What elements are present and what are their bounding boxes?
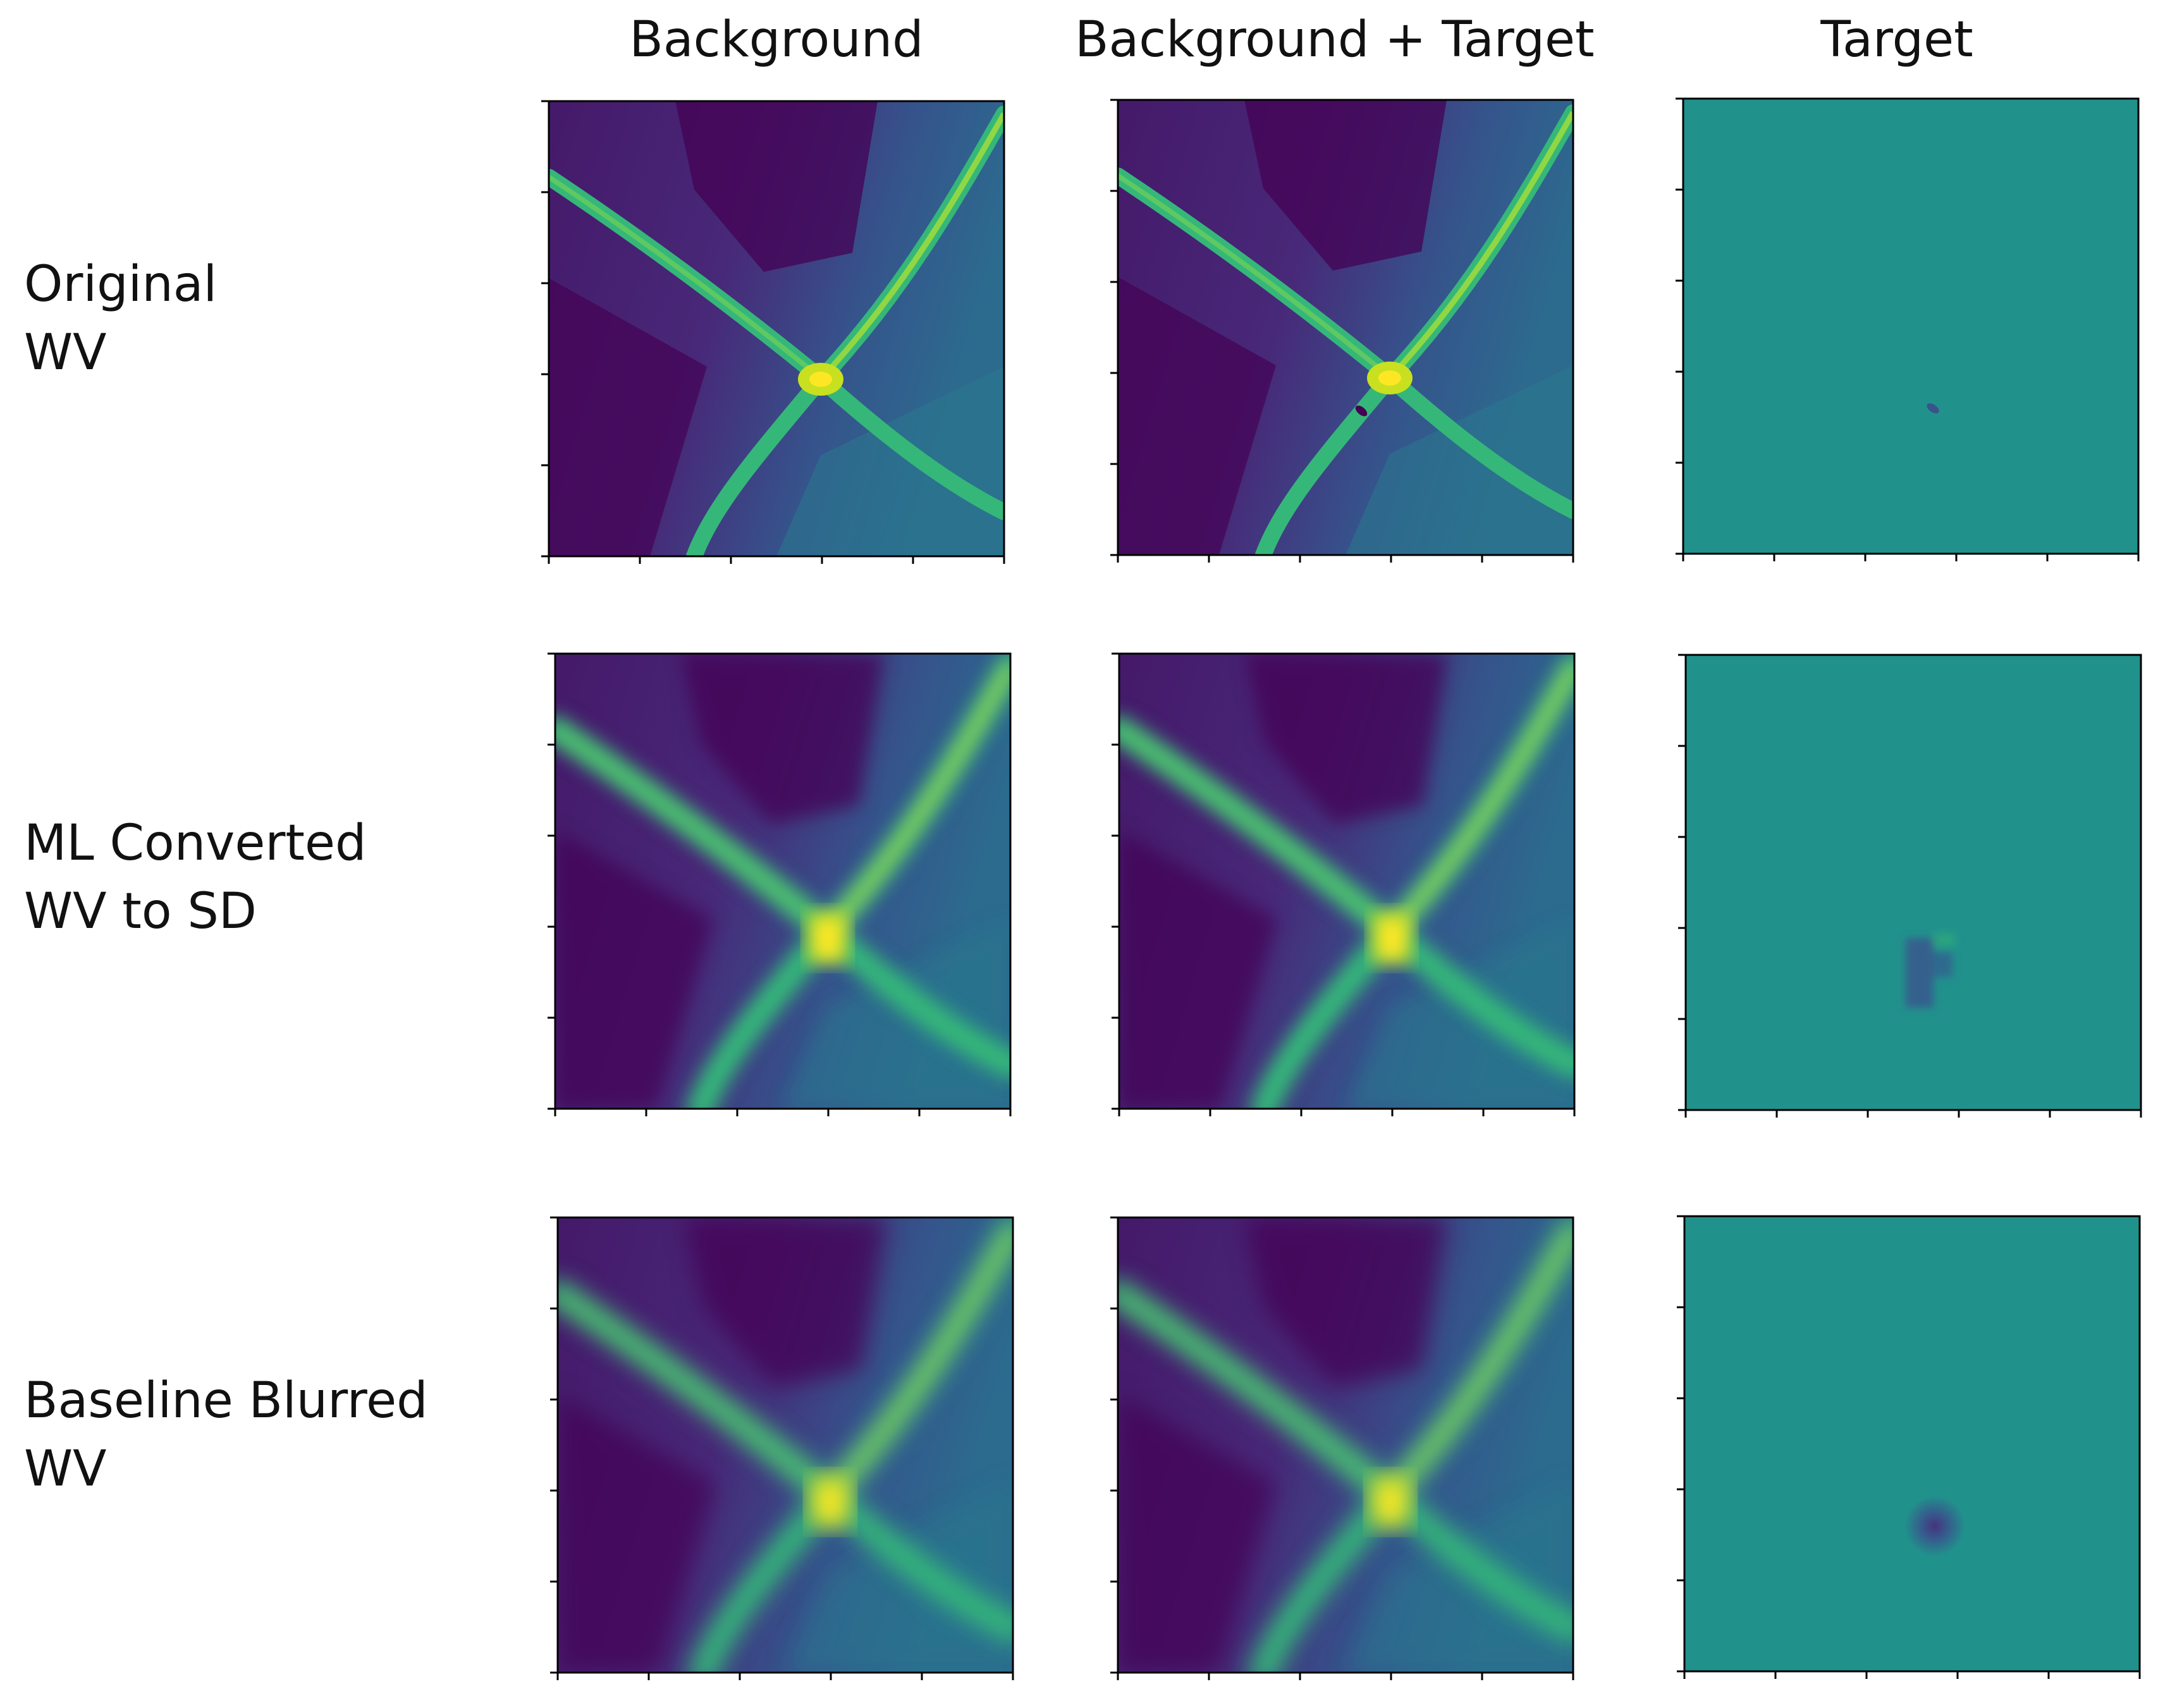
row-label-line2: WV to SD (24, 883, 257, 940)
intersection-hotspot (811, 1477, 850, 1527)
image-plot (550, 1216, 1014, 1680)
intersection-hotspot (808, 913, 847, 963)
column-title-background-plus-target: Background + Target (1075, 11, 1595, 68)
panel-baseline-background-plus-target (1110, 1211, 1574, 1680)
panel-baseline-target (1677, 1210, 2141, 1679)
image-plot (541, 100, 1005, 564)
image-plot (1112, 652, 1576, 1116)
row-label-line1: ML Converted (24, 815, 367, 872)
target-blob (1927, 403, 1939, 413)
image-plot (1677, 1215, 2141, 1679)
panel-ml-background-plus-target (1112, 647, 1576, 1116)
intersection-hotspot (1367, 362, 1413, 394)
target-blob (1906, 933, 1955, 1008)
row-label-line1: Baseline Blurred (24, 1372, 428, 1429)
intersection-hotspot (1372, 913, 1411, 963)
row-label-baseline-blurred: Baseline Blurred WV (24, 1367, 428, 1503)
image-plot (548, 652, 1012, 1116)
row-label-ml-converted: ML Converted WV to SD (24, 809, 366, 946)
panel-original-target (1676, 92, 2140, 561)
image-plot (1678, 654, 2142, 1118)
target-blob (1904, 1496, 1965, 1556)
row-label-line2: WV (24, 1441, 107, 1498)
column-title-background: Background (629, 11, 924, 68)
panel-ml-target (1678, 649, 2142, 1118)
row-label-original: Original WV (24, 250, 217, 387)
panel-original-background (541, 95, 1005, 564)
intersection-hotspot (1371, 1477, 1410, 1527)
column-title-target: Target (1820, 11, 1973, 68)
intersection-hotspot (798, 363, 843, 396)
row-label-line2: WV (24, 324, 107, 381)
row-label-line1: Original (24, 256, 218, 313)
image-plot (1110, 99, 1574, 563)
panel-ml-background (548, 647, 1012, 1116)
panel-baseline-background (550, 1211, 1014, 1680)
image-plot (1110, 1216, 1574, 1680)
target-blob (1355, 405, 1368, 417)
image-plot (1676, 97, 2140, 561)
panel-original-background-plus-target (1110, 94, 1574, 563)
